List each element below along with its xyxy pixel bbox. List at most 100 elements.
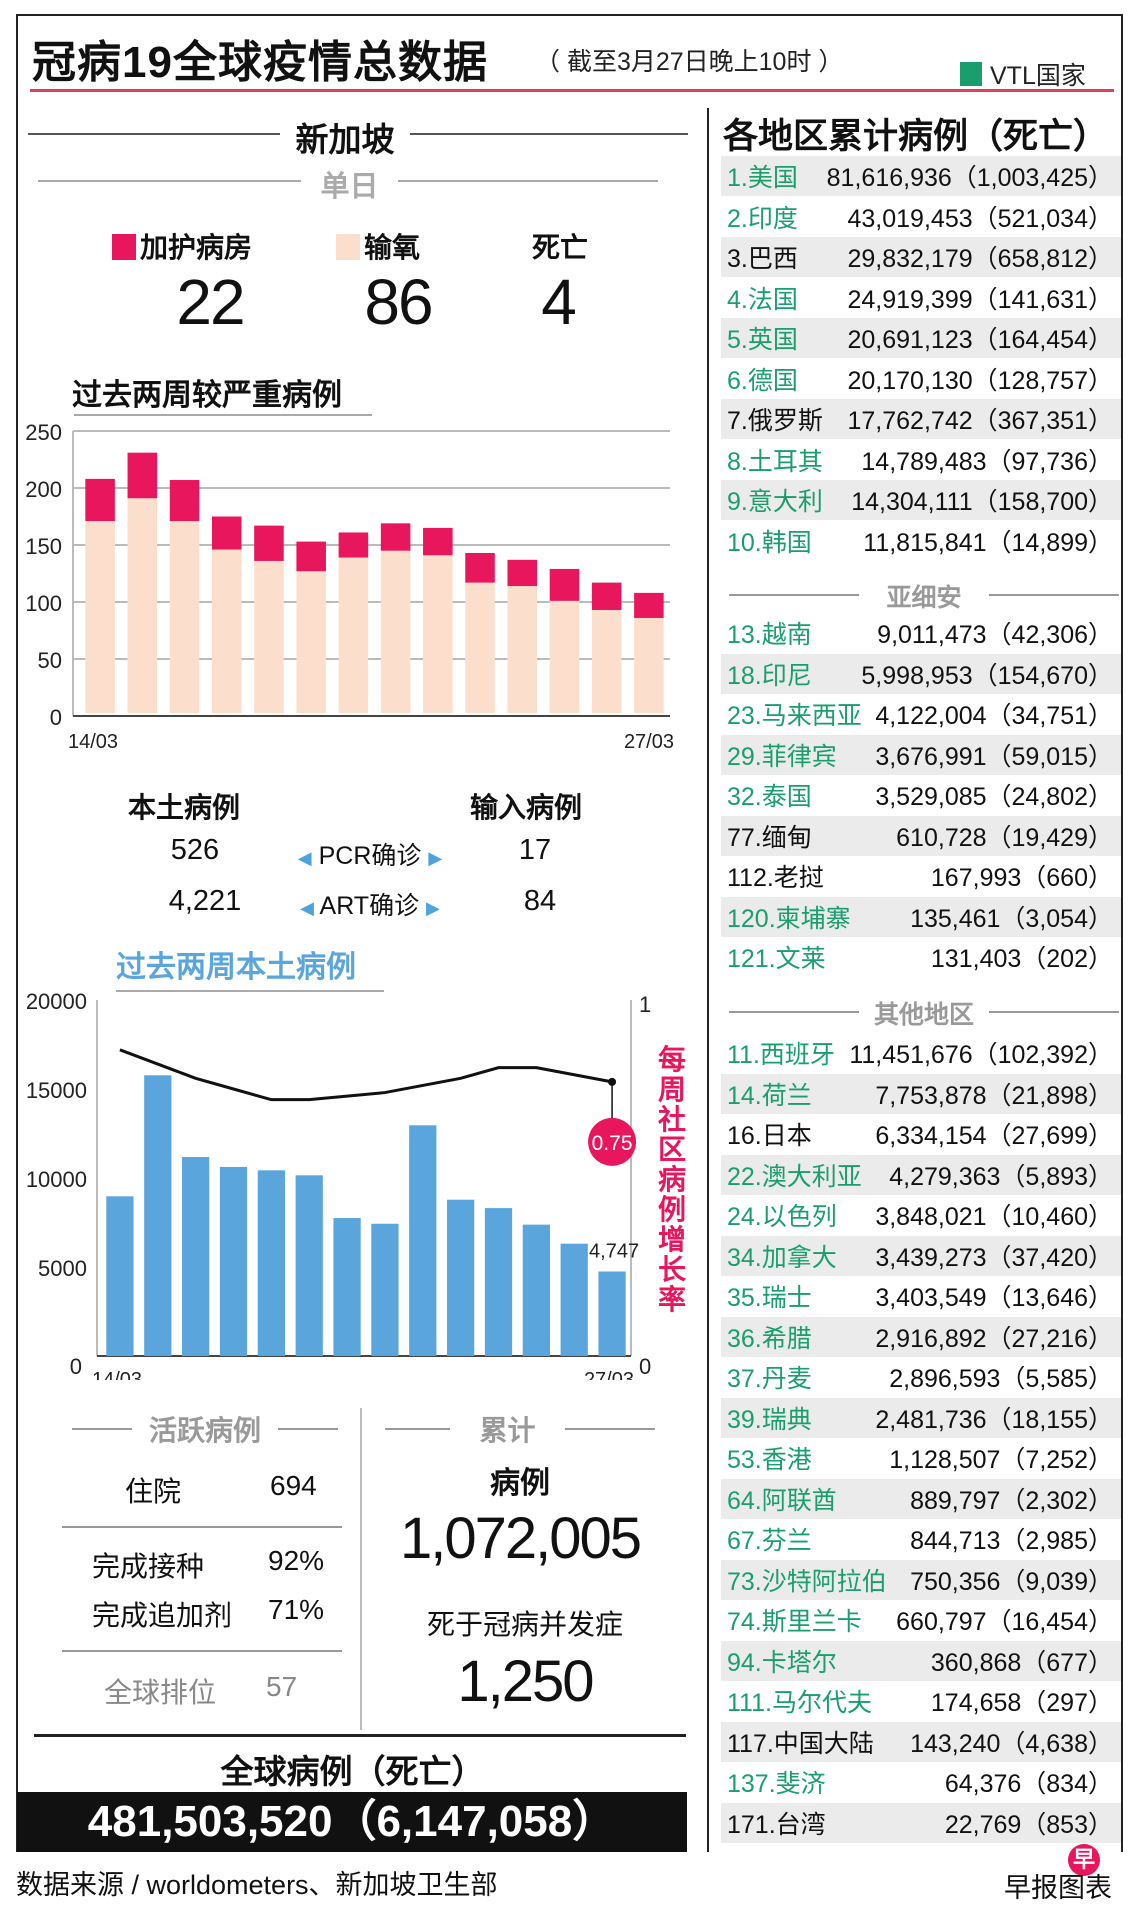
credit-label: 早报图表 (1004, 1873, 1112, 1903)
region-cases-deaths: 167,993（660） (930, 864, 1113, 892)
page-subtitle: （ 截至3月27日晚上10时 ） (535, 48, 844, 76)
region-row: 22.澳大利亚 4,279,363（5,893） (721, 1154, 1121, 1195)
source-note: 数据来源 / worldometers、新加坡卫生部 (16, 1870, 498, 1900)
y2-tick-label: 0 (639, 1354, 651, 1379)
region-row: 121.文莱 131,403（202） (721, 937, 1121, 977)
region-row: 74.斯里兰卡 660,797（16,454） (721, 1600, 1121, 1640)
bar-local-cases (522, 1224, 550, 1356)
region-name: 64.阿联酋 (727, 1486, 837, 1515)
cumulative-heading: 累计 (479, 1415, 536, 1446)
last-bar-label: 4,747 (589, 1241, 639, 1263)
triangle-right-icon: ▶ (428, 848, 443, 868)
triangle-right-icon: ▶ (426, 898, 440, 918)
region-row: 35.瑞士 3,403,549（13,646） (721, 1276, 1121, 1316)
region-row: 36.希腊 2,916,892（27,216） (721, 1316, 1121, 1357)
bar-icu (591, 582, 622, 610)
pcr-imported: 17 (518, 834, 552, 866)
region-row: 77.缅甸 610,728（19,429） (721, 815, 1121, 856)
triangle-left-icon: ◀ (297, 848, 312, 868)
region-name: 35.瑞士 (727, 1284, 812, 1312)
region-row: 13.越南 9,011,473（42,306） (721, 613, 1121, 653)
imported-cases-label: 输入病例 (470, 792, 583, 823)
region-row: 34.加拿大 3,439,273（37,420） (721, 1235, 1121, 1276)
bar-oxygen (591, 609, 622, 713)
y2-tick-label: 1 (639, 992, 651, 1017)
region-name: 14.荷兰 (727, 1081, 812, 1110)
bar-oxygen (549, 600, 580, 713)
region-cases-deaths: 3,439,273（37,420） (875, 1243, 1113, 1272)
bar-icu (465, 552, 495, 583)
art-label: ◀ ART确诊 ▶ (300, 892, 440, 920)
divider (565, 1428, 655, 1430)
art-imported: 84 (523, 885, 557, 917)
region-cases-deaths: 24,919,399（141,631） (847, 285, 1114, 314)
region-name: 37.丹麦 (727, 1365, 812, 1393)
region-cases-deaths: 7,753,878（21,898） (875, 1081, 1113, 1110)
x-end-label: 27/03 (584, 1369, 634, 1380)
divider (410, 133, 688, 135)
bar-icu (423, 527, 453, 556)
bar-icu (254, 525, 284, 561)
vaccinated-label: 完成接种 (92, 1551, 205, 1582)
y-tick-label: 100 (25, 591, 62, 616)
region-name: 4.法国 (727, 285, 798, 314)
region-row: 73.沙特阿拉伯 750,356（9,039） (721, 1559, 1121, 1600)
region-name: 9.意大利 (727, 488, 823, 516)
icu-label: 加护病房 (112, 226, 252, 266)
oxygen-value: 86 (364, 266, 433, 338)
region-cases-deaths: 143,240（4,638） (910, 1729, 1113, 1758)
region-cases-deaths: 1,128,507（7,252） (889, 1446, 1113, 1474)
growth-rate-badge (588, 1117, 637, 1166)
region-cases-deaths: 5,998,953（154,670） (861, 661, 1113, 690)
chart2-title: 过去两周本土病例 (116, 951, 356, 984)
region-name: 22.澳大利亚 (727, 1162, 862, 1191)
hospital-value: 694 (270, 1470, 317, 1501)
region-cases-deaths: 3,848,021（10,460） (875, 1203, 1113, 1231)
bar-local-cases (409, 1125, 437, 1356)
region-cases-deaths: 17,762,742（367,351） (847, 407, 1114, 435)
region-row: 111.马尔代夫 174,658（297） (721, 1681, 1121, 1721)
local-cases-label: 本土病例 (128, 792, 241, 823)
divider (989, 594, 1119, 596)
y-tick-label: 10000 (26, 1167, 87, 1192)
bar-oxygen (296, 571, 326, 713)
region-cases-deaths: 22,769（853） (944, 1810, 1113, 1839)
other-heading: 其他地区 (729, 995, 1119, 1031)
bar-local-cases (598, 1271, 626, 1356)
local-cases-chart: 0 5000 10000 15000 20000 0 1 0.75 4,747 14/03 27/0… (26, 989, 651, 1380)
region-name: 1.美国 (727, 164, 798, 192)
region-name: 3.巴西 (727, 245, 798, 273)
region-name: 73.沙特阿拉伯 (727, 1567, 887, 1596)
daily-heading: 单日 (320, 171, 379, 203)
regions-panel: 各地区累计病例（死亡） 1.美国 81,616,936（1,003,425） 2.印… (707, 108, 1121, 1852)
singapore-heading: 新加坡 (295, 121, 395, 158)
severe-cases-chart: 0 50 100 150 200 250 14/03 27/03 (25, 420, 674, 753)
region-cases-deaths: 11,451,676（102,392） (849, 1041, 1113, 1069)
bar-local-cases (106, 1196, 134, 1356)
region-row: 2.印度 43,019,453（521,034） (721, 197, 1121, 237)
region-name: 34.加拿大 (727, 1243, 837, 1272)
cumulative-cases-label: 病例 (490, 1467, 550, 1500)
y-tick-label: 200 (25, 477, 62, 502)
region-row: 24.以色列 3,848,021（10,460） (721, 1195, 1121, 1235)
pcr-label: ◀ PCR确诊 ▶ (297, 842, 443, 870)
region-name: 53.香港 (727, 1446, 812, 1474)
vertical-divider (360, 1408, 362, 1730)
region-row: 3.巴西 29,832,179（658,812） (721, 237, 1121, 277)
region-row: 112.老挝 167,993（660） (721, 856, 1121, 896)
region-row: 39.瑞典 2,481,736（18,155） (721, 1397, 1121, 1438)
region-row: 94.卡塔尔 360,868（677） (721, 1640, 1121, 1681)
booster-label: 完成追加剂 (92, 1600, 233, 1631)
bar-icu (380, 523, 411, 551)
vtl-legend: VTL国家 (960, 56, 1086, 92)
region-row: 11.西班牙 11,451,676（102,392） (721, 1033, 1121, 1073)
bar-icu (169, 480, 200, 522)
bar-local-cases (560, 1243, 588, 1356)
divider (116, 990, 384, 992)
global-cases-label: 全球病例（死亡） (220, 1753, 485, 1790)
bar-local-cases (182, 1156, 210, 1356)
oxygen-swatch (336, 234, 360, 260)
infographic-frame (16, 14, 1123, 1852)
region-cases-deaths: 3,529,085（24,802） (875, 783, 1113, 811)
region-name: 11.西班牙 (727, 1041, 835, 1069)
